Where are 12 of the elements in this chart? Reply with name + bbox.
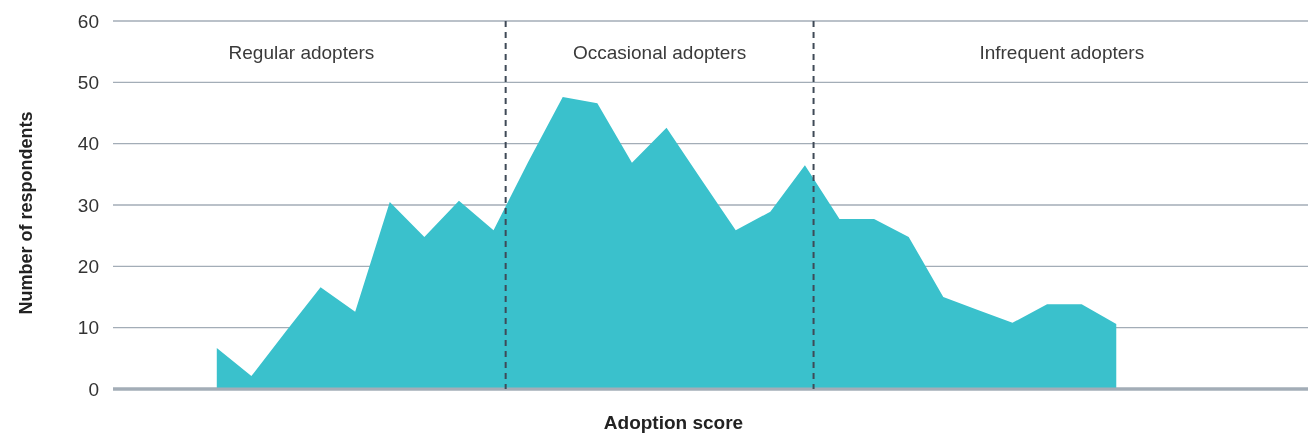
annotation: Regular adopters — [228, 42, 375, 63]
y-tick-label: 30 — [77, 194, 99, 216]
x-axis-title: Adoption score — [603, 412, 744, 433]
annotation: Occasional adopters — [573, 42, 747, 63]
y-tick-label: 10 — [77, 317, 99, 339]
y-tick-label: 60 — [77, 10, 99, 32]
annotation: Infrequent adopters — [979, 42, 1145, 63]
y-axis-title: Number of respondents — [16, 111, 36, 315]
y-tick-label: 0 — [88, 378, 99, 400]
y-tick-label: 20 — [77, 255, 99, 277]
y-tick-label: 50 — [77, 71, 99, 93]
y-tick-label: 40 — [77, 133, 99, 155]
